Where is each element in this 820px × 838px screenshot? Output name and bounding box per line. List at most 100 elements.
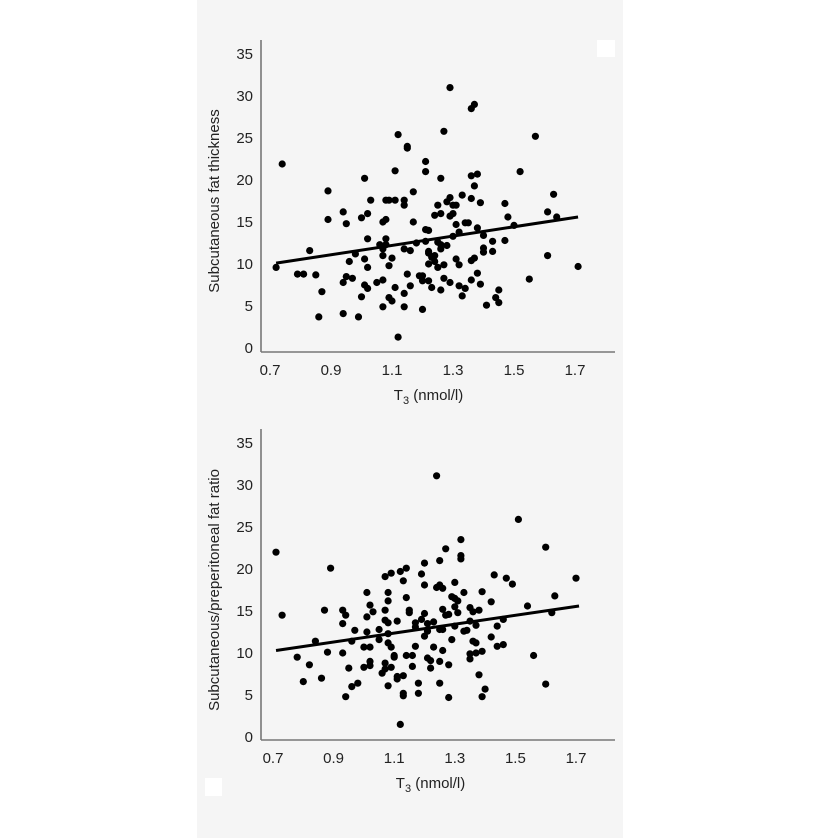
data-point	[434, 263, 442, 271]
data-point	[402, 594, 410, 602]
data-point	[348, 274, 356, 282]
data-point	[436, 557, 444, 565]
decorative-white-box-top-right	[597, 40, 615, 57]
data-point	[499, 641, 507, 649]
data-point	[452, 255, 460, 263]
data-point	[369, 608, 377, 616]
data-point	[324, 187, 332, 195]
chart-svg: 0 5 10 15 20 25 30 35 0.7 0.9 1.1 1.3 1.5 1.7 T3 (nmol…	[206, 429, 615, 795]
data-point	[452, 201, 460, 209]
data-point	[428, 283, 436, 292]
y-axis-title: Subcutaneous fat thickness	[206, 109, 223, 292]
data-point	[388, 254, 396, 262]
data-point	[514, 515, 522, 523]
data-point	[420, 609, 429, 618]
y-tick-label: 20	[236, 561, 253, 578]
y-axis-title: Subcutaneous/preperitoneal fat ratio	[206, 469, 223, 711]
scatter-plot-fat-thickness: 0 5 10 15 20 25 30 35 0.7 0.9 1.1 1.3 1.5 1.7 T3 (nmol…	[197, 0, 623, 420]
data-point	[384, 682, 392, 690]
data-point	[476, 199, 484, 207]
data-point	[489, 247, 497, 255]
data-point	[542, 680, 550, 688]
data-point	[418, 272, 427, 280]
data-point	[464, 219, 472, 227]
x-axis-title: T3 (nmol/l)	[394, 387, 463, 407]
data-point	[439, 584, 447, 592]
data-point	[572, 574, 580, 582]
data-point	[382, 235, 390, 243]
data-point	[305, 661, 313, 669]
data-point	[467, 276, 475, 284]
data-point	[493, 622, 501, 630]
data-point	[379, 252, 387, 260]
decorative-white-box-bottom-left	[205, 778, 222, 796]
data-point	[394, 333, 402, 341]
data-point	[342, 693, 350, 701]
data-point	[551, 592, 559, 600]
data-point	[508, 580, 516, 588]
data-point	[433, 472, 441, 480]
data-point	[439, 646, 447, 655]
data-point	[495, 286, 503, 294]
y-tick-label: 0	[245, 729, 253, 746]
data-point	[479, 231, 488, 239]
data-point	[403, 142, 411, 150]
data-point	[436, 679, 444, 687]
data-point	[375, 636, 383, 644]
x-tick-label: 1.3	[443, 362, 464, 379]
data-point	[278, 160, 286, 168]
data-point	[390, 653, 398, 661]
data-point	[495, 299, 503, 307]
data-point	[493, 642, 501, 650]
data-point	[478, 588, 486, 596]
data-point	[387, 663, 395, 671]
data-point	[387, 643, 395, 651]
y-tick-label: 30	[236, 477, 253, 494]
data-point	[449, 210, 457, 218]
data-point	[278, 611, 286, 619]
data-point	[403, 270, 411, 278]
data-point	[381, 606, 389, 614]
data-point	[530, 651, 538, 660]
data-point	[399, 692, 407, 700]
data-point	[364, 235, 372, 243]
data-point	[409, 188, 417, 196]
data-point	[460, 588, 468, 597]
data-point	[357, 214, 366, 222]
data-point	[342, 220, 350, 228]
data-point	[445, 610, 453, 618]
data-point	[299, 678, 307, 686]
x-tick-label: 0.9	[323, 750, 344, 767]
data-point	[411, 642, 419, 650]
data-point	[542, 543, 550, 551]
data-point	[452, 220, 460, 229]
data-point	[318, 288, 326, 296]
data-point	[357, 293, 366, 301]
data-point	[420, 559, 429, 567]
data-point	[423, 620, 432, 628]
x-tick-label: 1.1	[384, 750, 405, 767]
data-point	[345, 257, 353, 266]
data-point	[324, 215, 332, 224]
y-tick-label: 15	[236, 214, 253, 231]
data-point	[364, 263, 372, 271]
data-point	[489, 237, 497, 245]
data-point	[422, 157, 430, 166]
data-point	[345, 664, 353, 672]
data-point	[467, 172, 475, 180]
data-point	[388, 297, 396, 305]
data-point	[476, 280, 484, 288]
data-point	[312, 271, 320, 279]
data-point	[461, 284, 469, 292]
data-point	[434, 201, 442, 209]
data-point	[440, 274, 448, 282]
y-tick-label: 10	[236, 645, 253, 662]
data-point	[437, 286, 445, 294]
data-point	[408, 651, 416, 660]
data-point	[385, 196, 393, 204]
data-point	[400, 201, 408, 209]
data-point	[463, 626, 471, 634]
data-point	[391, 167, 399, 175]
data-point	[440, 127, 448, 135]
data-point	[327, 564, 335, 572]
